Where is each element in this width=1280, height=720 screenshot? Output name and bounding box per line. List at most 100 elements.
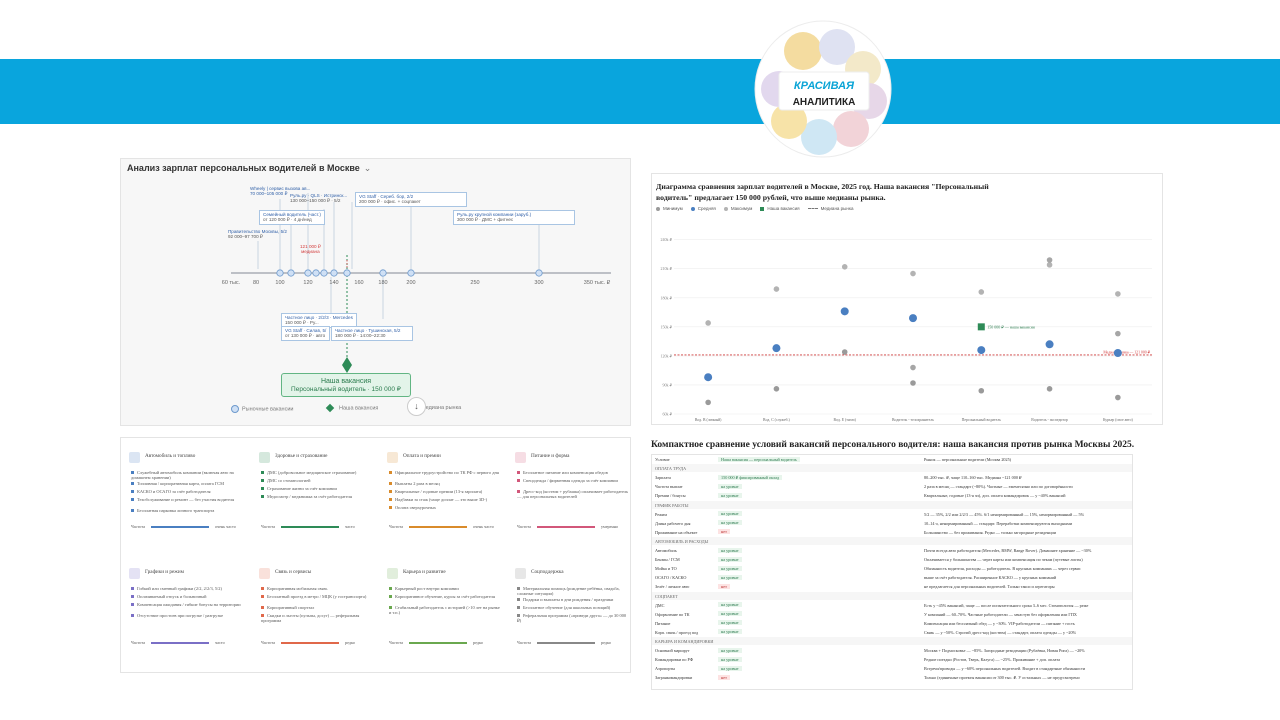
market-value: Оплачивается у большинства — через карты…: [924, 557, 1083, 563]
market-value: 80–200 тыс. ₽, чаще 110–160 тыс. Медиана…: [924, 475, 1022, 481]
benefit-item: Выплаты 2 раза в месяц: [389, 481, 501, 486]
bullet-icon: [131, 587, 134, 591]
category-icon: [259, 568, 270, 579]
table-row: Аэропорты на уровне Встречи/проводы — у ~6…: [652, 664, 1132, 672]
our-value: нет: [718, 674, 733, 680]
our-vacancy-marker: [342, 357, 352, 373]
axis-tick-label: 250: [470, 280, 480, 286]
card-title: Графики и режим: [145, 569, 184, 575]
table-row: Корп. связь / проезд под на уровне Связь —…: [652, 628, 1132, 636]
download-button[interactable]: ↓: [407, 397, 426, 416]
point-extra: [910, 364, 916, 371]
bullet-icon: [389, 482, 392, 486]
point-avg: [909, 314, 917, 323]
benefit-item: Стабильный работодатель с историей (>10 …: [389, 605, 500, 616]
table-row: Частота выплат на уровне 2 раза в месяц — …: [652, 482, 1132, 490]
market-point: [407, 269, 415, 277]
median-label: 121 000 ₽ медиана: [300, 244, 321, 255]
chevron-down-icon[interactable]: ⌄: [363, 163, 372, 173]
card-title: Здоровье и страхование: [275, 453, 328, 459]
timeline-svg: [231, 193, 611, 373]
legend-item: Минимум: [656, 206, 683, 211]
bullet-icon: [131, 490, 134, 494]
table-row: Премии / бонусы на уровне Квартальные, год…: [652, 491, 1132, 499]
market-value: У компаний — 60–70%. Частные работодател…: [924, 611, 1077, 617]
bullet-icon: [389, 498, 392, 502]
row-label: Частота выплат: [655, 484, 683, 490]
category-icon: [259, 452, 270, 463]
frequency-bar: [537, 642, 595, 644]
market-value: Рынок — персональные водители (Москва 20…: [924, 457, 1012, 462]
table-section-row: АВТОМОБИЛЬ И РАСХОДЫ: [652, 536, 1132, 546]
callout-large-company: Руль.ру крупной компании (заруб.) 300 000…: [453, 210, 575, 225]
market-value: Москва + Подмосковье — ~85%. Загородные …: [924, 648, 1085, 654]
frequency-value: очень часто: [215, 524, 236, 529]
legend-dot-icon: [690, 206, 695, 211]
benefit-item: Спецодежда / фирменная одежда за счёт ко…: [517, 478, 629, 483]
bullet-icon: [517, 587, 520, 591]
bullet-icon: [389, 595, 392, 599]
frequency-bar: [409, 642, 467, 644]
our-value: на уровне: [718, 565, 745, 571]
bullet-icon: [261, 587, 264, 591]
category-icon: [387, 452, 398, 463]
our-vacancy-card[interactable]: Наша вакансия Персональный водитель · 150…: [281, 373, 411, 397]
our-vacancy-point: [977, 323, 985, 331]
row-label: Автомобиль: [655, 548, 677, 553]
frequency-label: Частота: [131, 524, 145, 529]
benefit-item: Страхование жизни за счёт компании: [261, 486, 373, 491]
point-avg: [977, 346, 986, 355]
market-point: [304, 269, 312, 277]
benefit-item: Квартальные / годовые премии (13-я зарпл…: [389, 489, 501, 494]
bullet-icon: [389, 587, 392, 591]
row-label: Зелёт / личное авто: [655, 584, 690, 590]
market-point: [343, 269, 351, 277]
frequency-bar: [537, 526, 595, 528]
our-value: нет: [718, 583, 733, 589]
market-value: 10–14 ч, ненормированный — стандарт. Пер…: [924, 520, 1073, 526]
point-avg: [1045, 340, 1054, 349]
logo-line-1: КРАСИВАЯ: [794, 80, 855, 92]
row-label: ГРАФИК РАБОТЫ: [655, 502, 689, 508]
our-value: на уровне: [718, 656, 745, 662]
benefit-item: Бесплатная парковка личного транспорта: [131, 508, 243, 513]
point-min: [705, 399, 711, 406]
frequency-label: Частота: [389, 640, 403, 645]
benefit-card: Здоровье и страхование ДМС (добровольное …: [259, 452, 374, 552]
our-value: на уровне: [718, 602, 745, 608]
table-row: Автомобиль на уровне Почти всегда авто раб…: [652, 546, 1132, 554]
point-avg: [840, 307, 849, 316]
benefit-item: КАСКО и ОСАГО за счёт работодателя: [131, 489, 243, 494]
frequency-value: редко: [601, 640, 611, 645]
y-tick-label: 210k ₽: [660, 266, 672, 271]
axis-tick-label: 60 тыс.: [221, 280, 241, 286]
row-label: Режим: [655, 511, 667, 517]
comparison-table-panel: Компактное сравнение условий вакансий пе…: [651, 437, 1163, 691]
bullet-icon: [131, 614, 134, 618]
table-row: Проживание на объекте нет Большинство — бе…: [652, 528, 1132, 536]
card-title: Питание и форма: [531, 453, 570, 459]
table-section-row: СОЦПАКЕТ: [652, 591, 1132, 600]
our-vacancy-label: 150 000 ₽ — наша вакансия: [987, 324, 1035, 329]
benefit-card: Оплата и премии Официальное трудоустройст…: [387, 452, 502, 552]
bullet-icon: [131, 595, 134, 599]
row-label: Проживание на объекте: [655, 529, 698, 535]
benefit-item: Служебный автомобиль компании (включая а…: [131, 470, 234, 481]
y-tick-label: 120k ₽: [660, 353, 672, 358]
benefit-item: Корпоративный спортзал: [261, 605, 373, 610]
legend-item: Наша вакансия: [760, 206, 800, 211]
y-tick-label: 90k ₽: [662, 382, 672, 387]
table-row: Командировки по РФ на уровне Редкие поездк…: [652, 655, 1132, 663]
card-title: Оплата и премии: [403, 453, 441, 459]
market-value: выше за счёт работодателя. Расширенное К…: [924, 575, 1057, 581]
benefit-card: Связь и сервисы Корпоративная мобильная с…: [259, 568, 374, 668]
table-row: Оформление по ТК на уровне У компаний — 60…: [652, 610, 1132, 618]
market-point: [312, 269, 320, 277]
legend-item: Средняя: [690, 206, 716, 211]
table-row: Длина рабочего дня на уровне 10–14 ч, нено…: [652, 519, 1132, 527]
frequency-value: редко: [345, 640, 355, 645]
row-label: СОЦПАКЕТ: [655, 593, 678, 599]
row-label: ОСАГО / КАСКО: [655, 575, 687, 581]
axis-tick-label: 100: [275, 280, 285, 286]
frequency-value: умеренно: [601, 524, 619, 529]
